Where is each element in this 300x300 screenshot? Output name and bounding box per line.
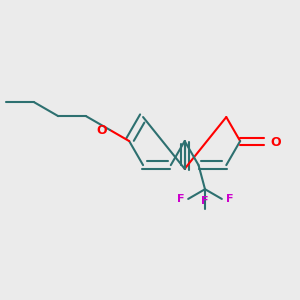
Text: F: F xyxy=(201,196,209,206)
Text: F: F xyxy=(226,194,233,204)
Text: O: O xyxy=(270,136,281,148)
Text: O: O xyxy=(97,124,107,137)
Text: F: F xyxy=(176,194,184,204)
